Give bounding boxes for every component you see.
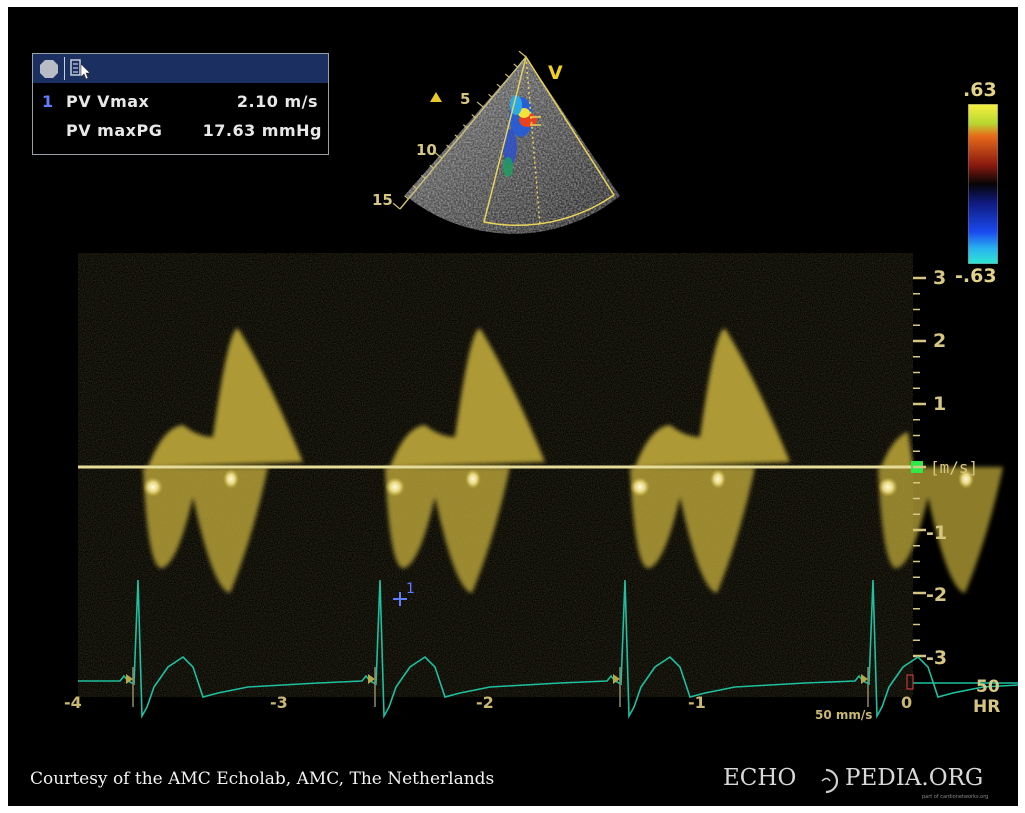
ultrasound-screen: 1 3 2 1 -1 -2 -3 [m/s] -4 -3 -2 -1 0 50 … (8, 7, 1018, 806)
sweep-speed-label: 50 mm/s (815, 708, 873, 722)
time-tick-minus-4: -4 (64, 693, 82, 712)
end-marker (906, 674, 914, 690)
depth-tick (404, 195, 409, 200)
depth-label-5: 5 (460, 90, 470, 108)
reverse-flow-envelope (385, 467, 510, 593)
reverse-flow-envelope (630, 467, 755, 593)
color-flow-overlay (503, 95, 537, 177)
color-scale-min: -.63 (955, 265, 997, 287)
doppler-spectrum-display: 1 (78, 253, 1018, 719)
time-tick-minus-3: -3 (270, 693, 288, 712)
color-scale-bar (968, 104, 998, 264)
ecg-trigger-marker (613, 674, 620, 684)
logo-subtitle: part of cardionetworks.org (922, 794, 989, 800)
depth-tick (420, 174, 426, 180)
depth-tick (496, 83, 502, 88)
doppler-cursor-line (525, 56, 541, 226)
depth-label-15: 15 (372, 191, 393, 209)
toolbar-divider (64, 57, 65, 80)
depth-tick (446, 144, 451, 149)
velocity-unit-label: [m/s] (930, 458, 979, 477)
flow-bright-spot (958, 469, 974, 489)
velocity-axis-ticks (913, 276, 926, 658)
orientation-marker-icon (430, 92, 442, 102)
velocity-tick-1: 1 (933, 393, 947, 415)
depth-ticks (392, 50, 527, 210)
measurement-panel: 1 PV Vmax 2.10 m/s PV maxPG 17.63 mmHg (32, 53, 329, 155)
cursor-marker-label: 1 (406, 581, 415, 597)
velocity-tick-minus-3: -3 (926, 647, 948, 669)
flow-bright-spot (710, 469, 726, 489)
time-tick-minus-2: -2 (476, 693, 494, 712)
measurement-index: 1 (42, 92, 54, 111)
depth-tick (462, 124, 468, 129)
depth-tick (471, 114, 476, 119)
depth-tick (434, 152, 443, 159)
measurement-cursor-cross[interactable] (393, 592, 407, 606)
pv-maxpg-value: 17.63 mmHg (202, 121, 322, 140)
echopedia-logo: ECHO PEDIA.ORG part of cardionetworks.or… (723, 759, 993, 803)
forward-flow-envelope (148, 328, 303, 467)
logo-mark-icon (821, 768, 839, 794)
ecg-r-markers (126, 667, 869, 707)
depth-tick (488, 93, 493, 98)
depth-tick (429, 164, 434, 169)
velocity-tick-2: 2 (933, 330, 947, 352)
depth-tick (504, 73, 510, 78)
color-box-outline (483, 55, 616, 227)
heart-rate-value: 50 (976, 677, 1000, 697)
forward-flow-envelope (881, 432, 913, 467)
pv-vmax-label: PV Vmax (66, 92, 150, 111)
velocity-tick-minus-2: -2 (926, 584, 948, 606)
depth-scale (399, 56, 527, 210)
ecg-trigger-marker (126, 674, 133, 684)
heart-rate-label: HR (973, 697, 1001, 717)
velocity-tick-3: 3 (933, 267, 947, 289)
reverse-flow-envelope (878, 467, 1003, 593)
velocity-tick-minus-1: -1 (926, 522, 948, 544)
depth-tick (518, 50, 527, 58)
pv-vmax-value: 2.10 m/s (236, 92, 318, 111)
flow-bright-spot (385, 477, 405, 497)
measurement-toolbar (33, 54, 328, 83)
ecg-trace (78, 579, 1018, 719)
depth-label-10: 10 (416, 141, 437, 159)
flow-envelopes (143, 328, 1003, 593)
depth-tick (454, 134, 460, 139)
forward-flow-envelope (390, 328, 545, 467)
forward-flow-envelope (635, 328, 790, 467)
pv-maxpg-label: PV maxPG (66, 121, 163, 140)
sector-thumbnail: 5 10 15 V (372, 50, 620, 234)
stop-icon[interactable] (39, 59, 59, 79)
depth-tick (476, 101, 485, 109)
ecg-trigger-marker (368, 674, 375, 684)
image-credit: Courtesy of the AMC Echolab, AMC, The Ne… (30, 769, 495, 789)
flow-bright-spot (630, 477, 650, 497)
measure-cursor-icon[interactable] (70, 58, 92, 80)
ecg-trigger-marker (861, 674, 868, 684)
flow-bright-spot (878, 477, 898, 497)
reverse-flow-envelope (143, 467, 268, 593)
time-tick-0: 0 (901, 693, 913, 712)
time-tick-minus-1: -1 (688, 693, 706, 712)
sector-mode-label: V (548, 62, 563, 84)
flow-bright-spots (143, 469, 974, 497)
color-scale-max: .63 (963, 79, 997, 101)
depth-tick (392, 202, 401, 210)
logo-text-right: PEDIA.ORG (845, 765, 984, 791)
flow-bright-spot (465, 469, 481, 489)
flow-bright-spot (223, 469, 239, 489)
depth-tick (513, 63, 518, 68)
logo-text-left: ECHO (723, 765, 797, 791)
depth-tick (412, 185, 418, 190)
flow-bright-spot (143, 477, 163, 497)
